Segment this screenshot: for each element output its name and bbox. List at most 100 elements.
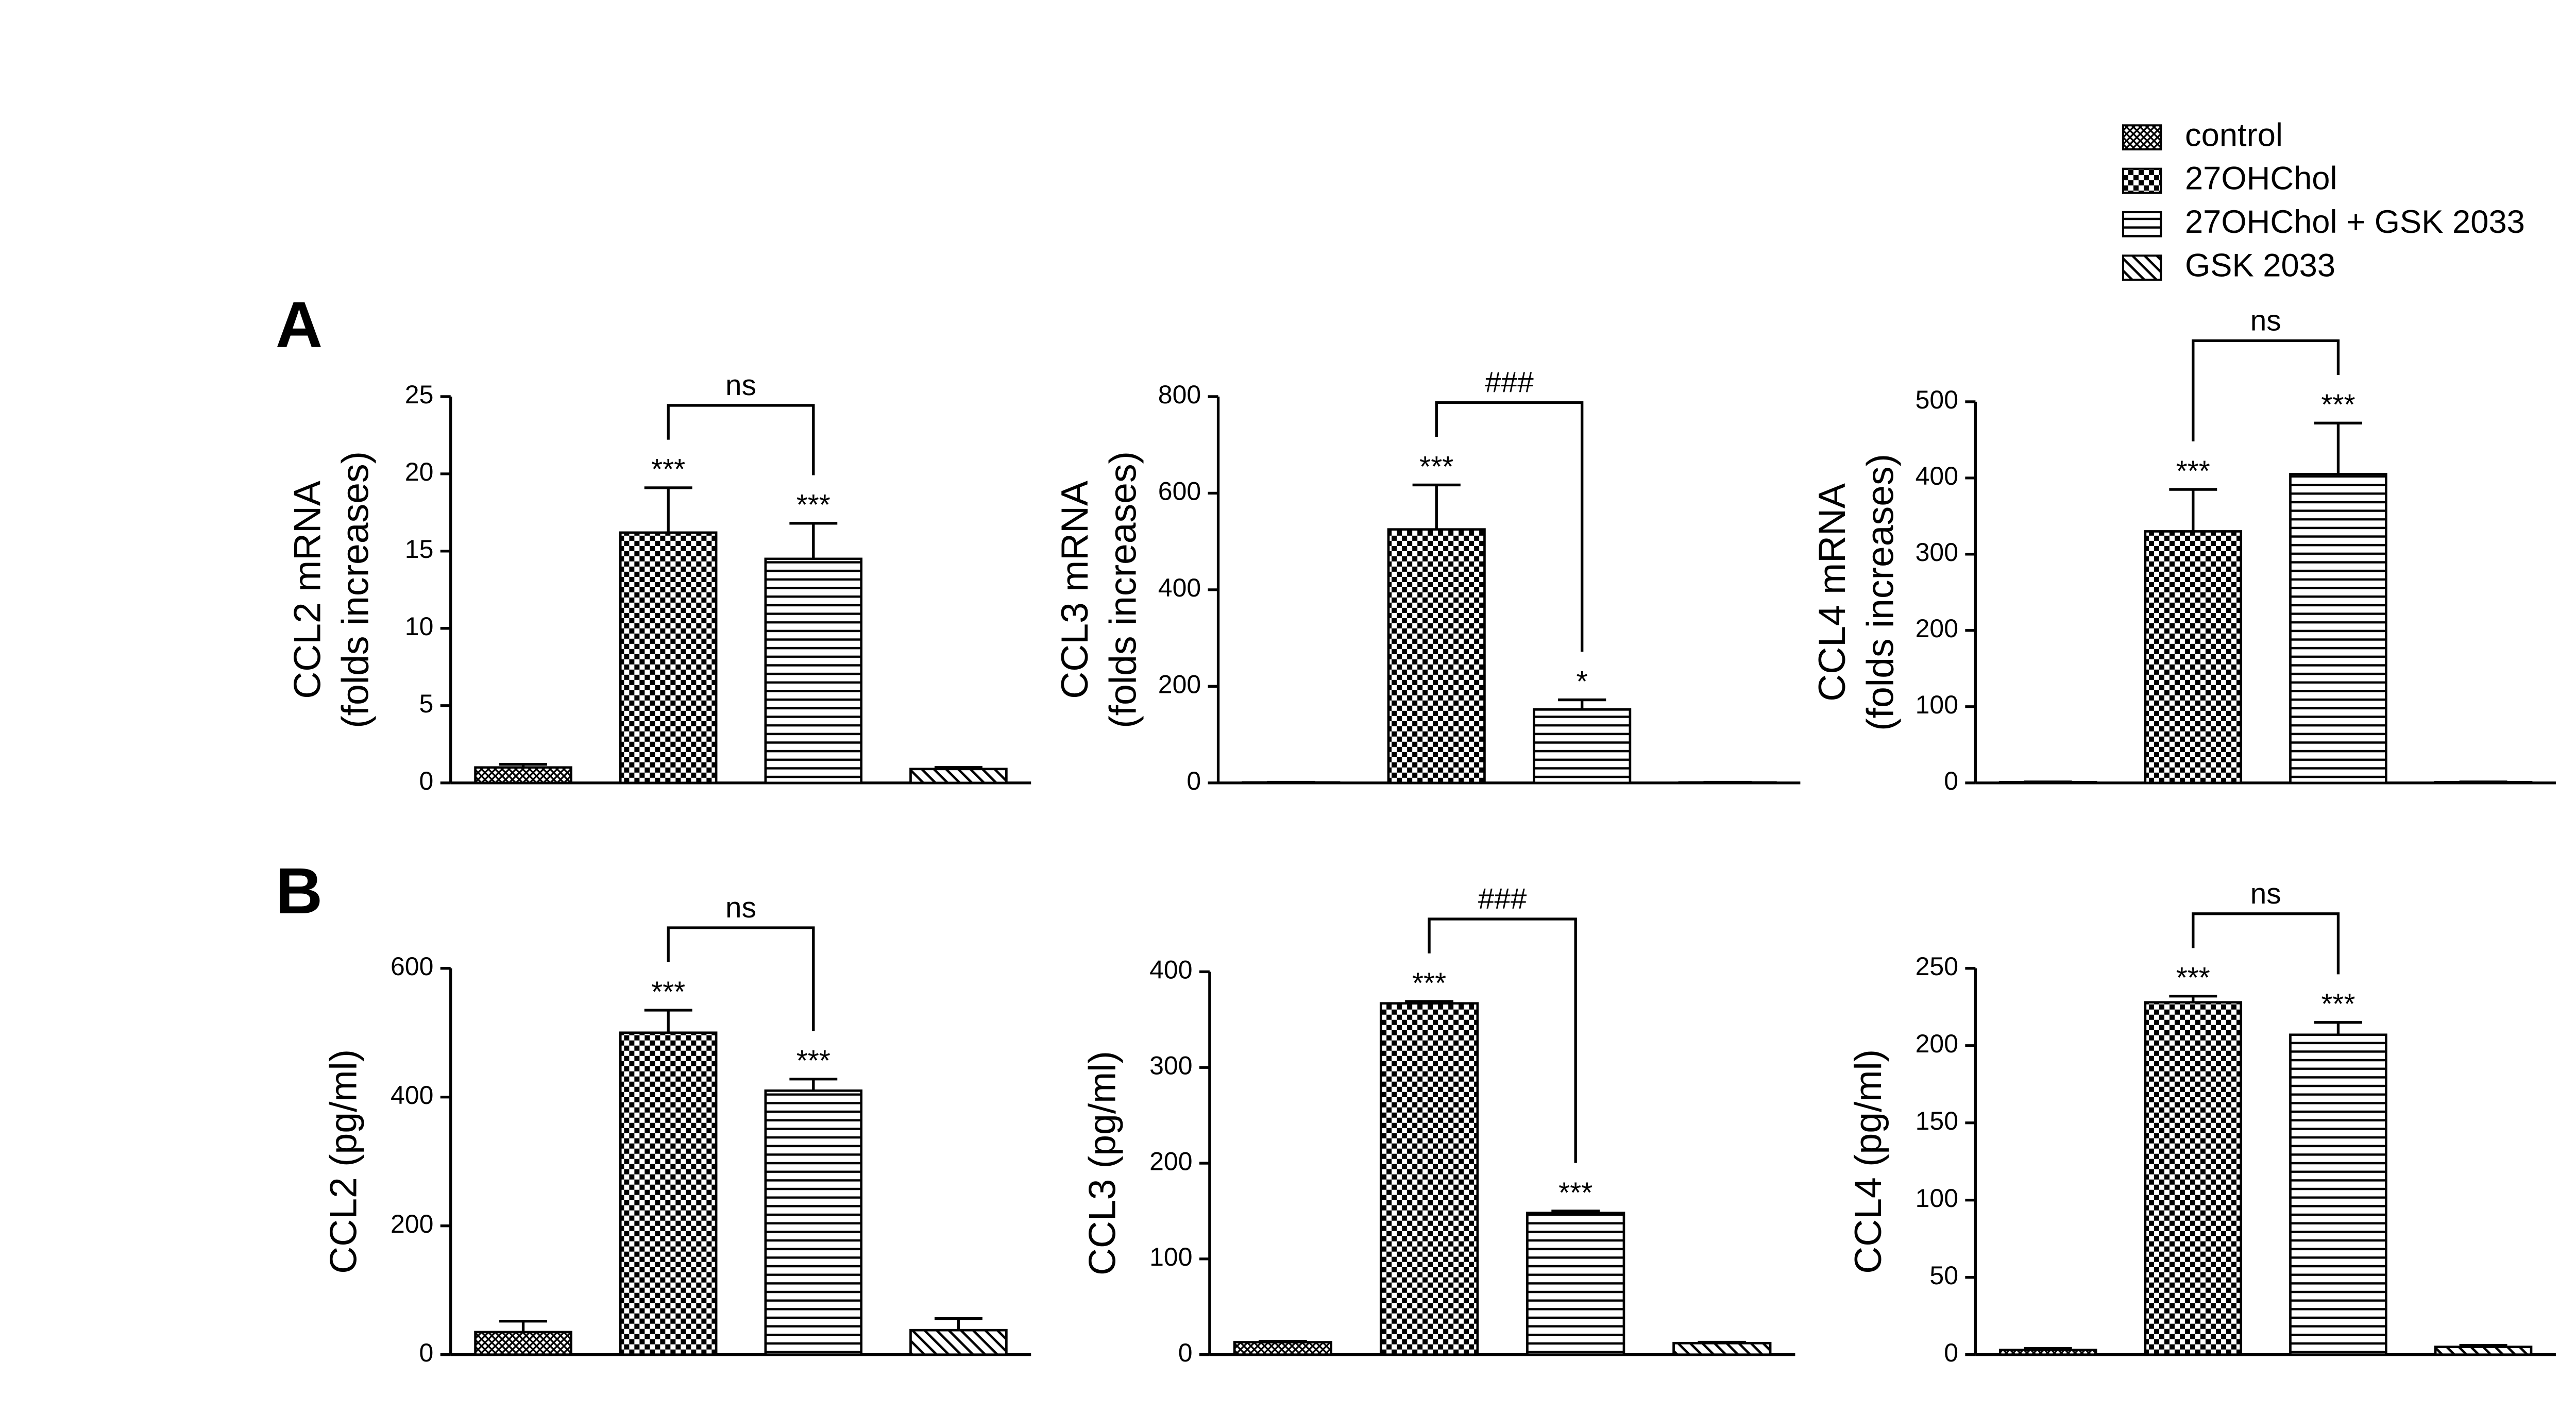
comparison-bracket — [2192, 339, 2340, 441]
y-tick-label: 0 — [1944, 767, 1958, 795]
significance-label: *** — [2321, 389, 2355, 421]
bar — [1379, 1002, 1479, 1356]
error-bar — [934, 1317, 982, 1331]
comparison-bracket — [667, 404, 815, 475]
legend-swatch — [2122, 211, 2162, 237]
legend-label: control — [2185, 117, 2283, 153]
bar — [1533, 708, 1632, 785]
error-bar — [644, 486, 692, 533]
bar — [1526, 1212, 1625, 1356]
error-bar — [789, 1078, 838, 1091]
significance-label: *** — [651, 453, 685, 486]
significance-label: *** — [2321, 988, 2355, 1020]
y-tick-label: 200 — [1149, 1147, 1192, 1176]
bar — [1672, 1342, 1772, 1356]
y-axis-title: CCL3 mRNA — [1054, 481, 1096, 699]
comparison-label: ns — [725, 892, 756, 924]
comparison-label: ### — [1478, 883, 1527, 915]
panel-label: B — [276, 854, 323, 927]
bar — [764, 557, 863, 785]
significance-label: *** — [1412, 967, 1446, 999]
error-bar — [2169, 995, 2217, 1002]
y-tick-label: 100 — [1149, 1242, 1192, 1271]
error-bar — [499, 1320, 547, 1332]
bar — [764, 1089, 863, 1356]
error-bar — [1405, 1000, 1453, 1003]
comparison-label: ns — [725, 369, 756, 402]
error-bar — [2459, 1344, 2507, 1347]
legend-swatch — [2122, 167, 2162, 194]
comparison-label: ns — [2250, 878, 2281, 910]
significance-label: *** — [796, 489, 831, 521]
bar — [474, 1331, 572, 1356]
y-tick-label: 400 — [1149, 956, 1192, 984]
error-bar — [2314, 421, 2362, 474]
significance-label: *** — [1558, 1177, 1592, 1209]
significance-label: *** — [796, 1045, 831, 1077]
significance-label: *** — [2176, 962, 2210, 994]
bar — [2289, 1033, 2387, 1356]
legend-swatch — [2122, 254, 2162, 281]
error-bar — [2314, 1021, 2362, 1035]
bar — [2144, 1001, 2243, 1356]
y-axis-title: CCL3 (pg/ml) — [1081, 1051, 1124, 1275]
bar — [909, 1329, 1008, 1356]
y-tick-label: 200 — [1916, 1029, 1958, 1058]
error-bar — [644, 1009, 692, 1033]
comparison-label: ### — [1485, 366, 1534, 399]
y-tick-label: 0 — [419, 767, 434, 795]
y-tick-label: 400 — [1158, 573, 1201, 602]
bar — [619, 1031, 718, 1356]
bar — [474, 766, 572, 785]
legend-label: 27OHChol — [2185, 161, 2337, 197]
error-bar — [1558, 698, 1606, 710]
y-tick-label: 100 — [1916, 690, 1958, 719]
y-tick-label: 800 — [1158, 380, 1201, 409]
y-tick-label: 200 — [391, 1210, 433, 1238]
error-bar — [1412, 483, 1461, 530]
error-bar — [1259, 1340, 1307, 1343]
y-tick-label: 150 — [1916, 1106, 1958, 1135]
error-bar — [2169, 488, 2217, 532]
y-tick-label: 300 — [1149, 1051, 1192, 1080]
y-tick-label: 200 — [1916, 614, 1958, 643]
y-axis-title: CCL4 (pg/ml) — [1847, 1049, 1889, 1274]
y-tick-label: 300 — [1916, 538, 1958, 567]
y-tick-label: 200 — [1158, 670, 1201, 699]
bar — [2434, 1346, 2533, 1356]
y-tick-label: 400 — [391, 1081, 433, 1110]
y-tick-label: 25 — [405, 380, 434, 409]
y-tick-label: 0 — [1178, 1338, 1193, 1367]
significance-label: * — [1577, 666, 1588, 698]
error-bar — [2024, 1347, 2072, 1350]
y-axis-title: (folds increases) — [1859, 454, 1901, 731]
y-tick-label: 20 — [405, 457, 434, 486]
comparison-bracket — [1435, 401, 1584, 652]
bar — [2289, 473, 2387, 785]
y-axis-title: (folds increases) — [1102, 451, 1144, 728]
error-bar — [499, 763, 547, 768]
comparison-label: ns — [2250, 304, 2281, 337]
error-bar — [1551, 1210, 1600, 1213]
y-tick-label: 400 — [1916, 462, 1958, 490]
error-bar — [789, 522, 838, 559]
y-tick-label: 0 — [419, 1338, 434, 1367]
y-tick-label: 15 — [405, 535, 434, 564]
y-axis-title: (folds increases) — [334, 451, 377, 728]
y-axis-title: CCL4 mRNA — [1811, 483, 1853, 702]
y-tick-label: 0 — [1187, 767, 1201, 795]
y-tick-label: 50 — [1929, 1261, 1958, 1290]
comparison-bracket — [667, 926, 815, 1031]
y-tick-label: 500 — [1916, 385, 1958, 414]
bar — [909, 768, 1008, 785]
y-tick-label: 600 — [391, 952, 433, 981]
y-tick-label: 600 — [1158, 477, 1201, 506]
comparison-bracket — [1428, 917, 1577, 1163]
legend-label: GSK 2033 — [2185, 247, 2335, 283]
y-tick-label: 100 — [1916, 1184, 1958, 1213]
bar — [2144, 530, 2243, 785]
significance-label: *** — [651, 976, 685, 1008]
significance-label: *** — [1419, 451, 1453, 483]
legend-label: 27OHChol + GSK 2033 — [2185, 204, 2525, 240]
